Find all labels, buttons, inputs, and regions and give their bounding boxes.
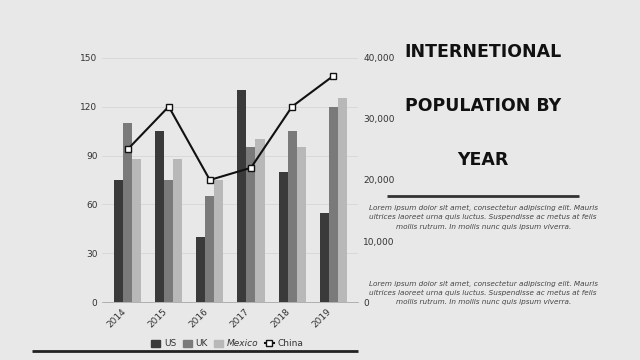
Bar [278, 172, 287, 302]
Bar [132, 159, 141, 302]
Bar [237, 90, 246, 302]
Bar [329, 107, 338, 302]
Legend: US, UK, Mexico, China: US, UK, Mexico, China [148, 336, 307, 352]
Text: Lorem ipsum dolor sit amet, consectetur adipiscing elit. Mauris
ultrices laoreet: Lorem ipsum dolor sit amet, consectetur … [369, 205, 598, 230]
Text: YEAR: YEAR [458, 151, 509, 169]
Bar [155, 131, 164, 302]
Bar [319, 213, 329, 302]
Text: POPULATION BY: POPULATION BY [405, 97, 561, 115]
Text: Lorem ipsum dolor sit amet, consectetur adipiscing elit. Mauris
ultrices laoreet: Lorem ipsum dolor sit amet, consectetur … [369, 281, 598, 305]
Bar [296, 147, 306, 302]
Bar [214, 180, 223, 302]
Bar [164, 180, 173, 302]
Bar [287, 131, 296, 302]
Bar [246, 147, 255, 302]
Bar [255, 139, 264, 302]
Bar [338, 98, 347, 302]
Bar [114, 180, 123, 302]
Bar [205, 196, 214, 302]
Bar [173, 159, 182, 302]
Bar [196, 237, 205, 302]
Text: INTERNETIONAL: INTERNETIONAL [404, 43, 562, 61]
Bar [123, 123, 132, 302]
